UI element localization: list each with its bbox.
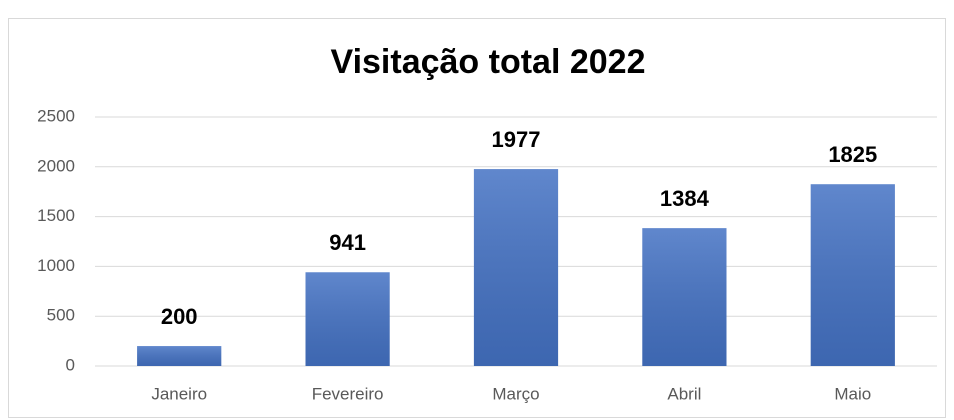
y-tick-label: 2500 [37,106,75,125]
data-label: 1977 [492,127,541,152]
y-tick-label: 500 [47,306,75,325]
x-tick-label: Abril [667,384,701,403]
x-tick-label: Maio [834,384,871,403]
y-tick-label: 0 [66,355,75,374]
bar-shade [137,346,222,366]
data-label: 1825 [828,142,877,167]
y-tick-label: 1000 [37,256,75,275]
x-tick-label: Março [492,384,539,403]
data-label: 1384 [660,186,710,211]
y-tick-label: 2000 [37,156,75,175]
y-tick-label: 1500 [37,206,75,225]
x-tick-label: Janeiro [151,384,207,403]
bar-shade [305,272,390,366]
bar-shade [642,228,727,366]
bar-shade [810,184,895,366]
data-label: 941 [329,230,366,255]
chart-title: Visitação total 2022 [331,43,646,81]
bar-shade [473,169,559,366]
data-label: 200 [161,304,198,329]
x-tick-label: Fevereiro [312,384,384,403]
